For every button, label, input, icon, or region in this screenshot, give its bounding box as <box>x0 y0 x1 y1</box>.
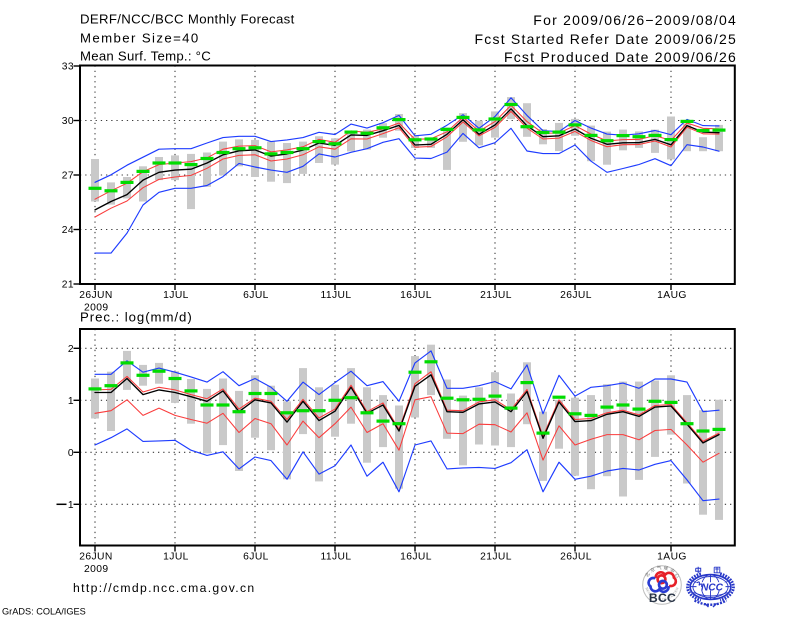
svg-text:11JUL: 11JUL <box>321 552 352 563</box>
svg-text:33: 33 <box>62 62 74 73</box>
svg-text:26JUL: 26JUL <box>560 290 592 301</box>
svg-text:Fcst Produced Date 2009/06/26: Fcst Produced Date 2009/06/26 <box>504 49 737 65</box>
svg-text:GrADS: COLA/IGES: GrADS: COLA/IGES <box>2 607 86 617</box>
svg-text:26JUL: 26JUL <box>560 552 592 563</box>
svg-text:30: 30 <box>62 116 74 127</box>
svg-text:1JUL: 1JUL <box>163 552 189 563</box>
svg-text:1: 1 <box>68 500 74 511</box>
svg-text:24: 24 <box>62 225 74 236</box>
svg-text:16JUL: 16JUL <box>400 552 432 563</box>
svg-text:DERF/NCC/BCC Monthly Forecast: DERF/NCC/BCC Monthly Forecast <box>80 12 295 27</box>
svg-text:26JUN: 26JUN <box>79 290 112 301</box>
svg-text:1AUG: 1AUG <box>657 552 687 563</box>
svg-text:6JUL: 6JUL <box>243 290 269 301</box>
svg-text:1JUL: 1JUL <box>163 290 189 301</box>
svg-text:16JUL: 16JUL <box>400 290 432 301</box>
svg-text:Fcst Started Refer Date 2009/0: Fcst Started Refer Date 2009/06/25 <box>475 31 738 47</box>
svg-text:For 2009/06/26−2009/08/04: For 2009/06/26−2009/08/04 <box>533 12 737 28</box>
svg-text:1AUG: 1AUG <box>657 290 687 301</box>
svg-text:2009: 2009 <box>84 302 109 313</box>
svg-text:BCC: BCC <box>649 591 676 605</box>
svg-text:6JUL: 6JUL <box>243 552 269 563</box>
svg-text:2: 2 <box>68 344 74 355</box>
svg-text:2009: 2009 <box>84 564 109 575</box>
svg-text:21JUL: 21JUL <box>480 290 512 301</box>
svg-text:11JUL: 11JUL <box>321 290 352 301</box>
svg-text:1: 1 <box>68 396 74 407</box>
svg-text:0: 0 <box>68 448 74 459</box>
svg-text:NCC: NCC <box>701 582 724 593</box>
svg-text:Member Size=40: Member Size=40 <box>80 30 200 45</box>
svg-text:21JUL: 21JUL <box>480 552 512 563</box>
svg-text:http://cmdp.ncc.cma.gov.cn: http://cmdp.ncc.cma.gov.cn <box>73 581 256 595</box>
svg-text:26JUN: 26JUN <box>79 552 112 563</box>
svg-text:27: 27 <box>62 171 74 182</box>
svg-text:Prec.: log(mm/d): Prec.: log(mm/d) <box>80 310 193 325</box>
svg-text:Mean Surf. Temp.: °C: Mean Surf. Temp.: °C <box>80 48 211 63</box>
svg-text:21: 21 <box>62 280 74 291</box>
